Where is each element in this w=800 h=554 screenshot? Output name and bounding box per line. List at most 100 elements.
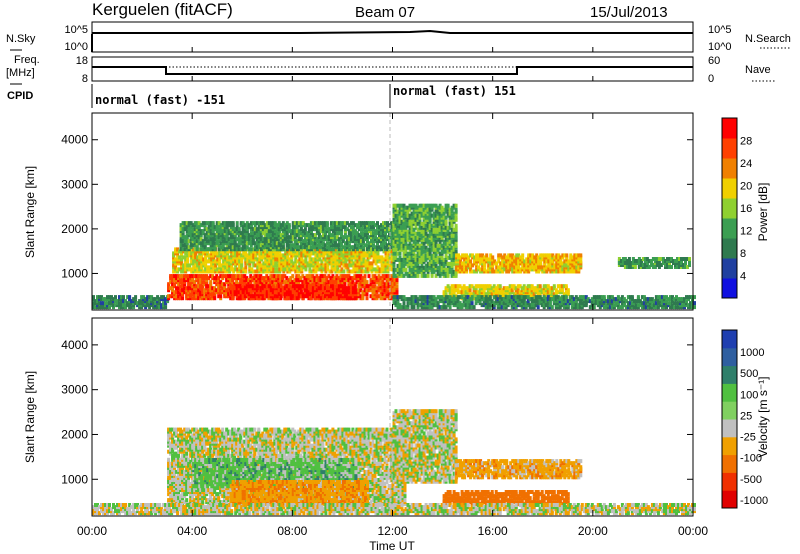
heatmap-cell xyxy=(361,282,365,287)
heatmap-cell xyxy=(349,276,353,281)
heatmap-cell xyxy=(217,276,221,281)
heatmap-cell xyxy=(343,282,347,287)
heatmap-cell xyxy=(315,292,319,297)
heatmap-cell xyxy=(167,294,171,299)
nave-tick-high: 60 xyxy=(708,55,720,67)
heatmap-cell xyxy=(311,274,315,279)
heatmap-cell xyxy=(309,284,313,289)
heatmap-cell xyxy=(379,282,383,287)
heatmap-cell xyxy=(209,274,213,279)
heatmap-cell xyxy=(213,292,217,297)
heatmap-cell xyxy=(347,296,351,301)
heatmap-cell xyxy=(203,288,207,293)
heatmap-cell xyxy=(203,280,207,285)
heatmap-cell xyxy=(179,278,183,283)
heatmap-cell xyxy=(208,265,212,270)
heatmap-cell xyxy=(391,282,395,287)
heatmap-cell xyxy=(377,286,381,291)
heatmap-cell xyxy=(203,274,207,279)
heatmap-cell xyxy=(353,274,357,279)
heatmap-cell xyxy=(195,274,199,279)
heatmap-cell xyxy=(251,276,255,281)
heatmap-cell xyxy=(148,303,152,308)
heatmap-cell xyxy=(347,286,351,291)
heatmap-cell xyxy=(393,282,397,287)
heatmap-cell xyxy=(173,282,177,287)
heatmap-cell xyxy=(251,284,255,289)
heatmap-cell xyxy=(160,303,164,308)
heatmap-cell xyxy=(309,274,313,279)
heatmap-cell xyxy=(297,284,301,289)
heatmap-cell xyxy=(179,284,183,289)
heatmap-cell xyxy=(162,295,166,300)
heatmap-cell xyxy=(325,284,329,289)
heatmap-cell xyxy=(182,269,186,274)
noise-right-tick-high: 10^5 xyxy=(708,24,732,36)
heatmap-cell xyxy=(198,261,202,266)
heatmap-cell xyxy=(279,284,283,289)
heatmap-cell xyxy=(211,221,215,226)
heatmap-cell xyxy=(152,305,156,310)
heatmap-cell xyxy=(204,263,208,268)
heatmap-cell xyxy=(177,290,181,295)
heatmap-cell xyxy=(253,274,257,279)
heatmap-cell xyxy=(539,261,543,266)
heatmap-cell xyxy=(235,274,239,279)
heatmap-cell xyxy=(367,274,371,279)
heatmap-cell xyxy=(259,274,263,279)
heatmap-cell xyxy=(189,286,193,291)
heatmap-cell xyxy=(377,282,381,287)
heatmap-cell xyxy=(219,280,223,285)
heatmap-cell xyxy=(211,286,215,291)
heatmap-cell xyxy=(351,290,355,295)
heatmap-cell xyxy=(349,292,353,297)
heatmap-cell xyxy=(181,274,185,279)
heatmap-cell xyxy=(265,290,269,295)
heatmap-cell xyxy=(215,282,219,287)
heatmap-cell xyxy=(245,276,249,281)
heatmap-cell xyxy=(209,280,213,285)
heatmap-cell xyxy=(387,274,391,279)
heatmap-cell xyxy=(454,203,458,208)
heatmap-cell xyxy=(325,276,329,281)
heatmap-cell xyxy=(331,296,335,301)
heatmap-cell xyxy=(275,274,279,279)
heatmap-cell xyxy=(150,295,154,300)
freq-tick-high: 18 xyxy=(76,55,88,67)
heatmap-cell xyxy=(223,274,227,279)
heatmap-cell xyxy=(205,282,209,287)
heatmap-cell xyxy=(231,284,235,289)
heatmap-cell xyxy=(175,294,179,299)
heatmap-cell xyxy=(219,274,223,279)
heatmap-cell xyxy=(285,276,289,281)
heatmap-cell xyxy=(342,269,346,274)
heatmap-cell xyxy=(323,286,327,291)
heatmap-cell xyxy=(237,290,241,295)
heatmap-cell xyxy=(110,299,113,304)
station-title: Kerguelen (fitACF) xyxy=(92,0,233,19)
heatmap-cell xyxy=(100,301,103,306)
heatmap-cell xyxy=(349,288,353,293)
heatmap-cell xyxy=(199,290,203,295)
heatmap-cell xyxy=(361,290,365,295)
heatmap-cell xyxy=(138,299,142,304)
heatmap-cell xyxy=(444,219,448,224)
heatmap-cell xyxy=(305,288,309,293)
heatmap-cell xyxy=(289,276,293,281)
heatmap-cell xyxy=(347,282,351,287)
heatmap-cell xyxy=(369,294,373,299)
heatmap-cell xyxy=(307,274,311,279)
heatmap-cell xyxy=(237,274,241,279)
heatmap-cell xyxy=(271,274,275,279)
heatmap-cell xyxy=(179,274,183,279)
heatmap-cell xyxy=(192,265,196,270)
heatmap-cell xyxy=(335,274,339,279)
heatmap-cell xyxy=(167,282,171,287)
heatmap-cell xyxy=(267,284,271,289)
heatmap-cell xyxy=(301,280,305,285)
heatmap-cell xyxy=(267,276,271,281)
heatmap-cell xyxy=(176,267,180,272)
heatmap-cell xyxy=(183,290,187,295)
heatmap-cell xyxy=(321,296,325,301)
heatmap-cell xyxy=(94,299,97,304)
